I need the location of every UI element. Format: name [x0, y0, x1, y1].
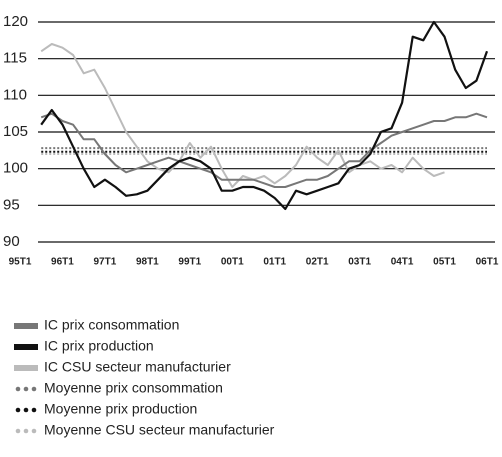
x-tick-label: 97T1	[94, 257, 117, 268]
y-tick-label: 95	[3, 196, 20, 213]
y-tick-label: 100	[3, 160, 28, 177]
legend-swatch	[14, 323, 38, 329]
y-tick-label: 105	[3, 123, 28, 140]
legend-dot	[15, 407, 21, 413]
legend-dot	[15, 386, 21, 392]
legend-dot	[23, 386, 29, 392]
x-tick-label: 05T1	[433, 257, 456, 268]
y-tick-label: 120	[3, 13, 28, 30]
legend-dot	[31, 407, 37, 413]
legend-dot	[31, 386, 37, 392]
x-tick-label: 98T1	[136, 257, 159, 268]
y-tick-label: 90	[3, 233, 20, 250]
legend-label: IC prix consommation	[44, 317, 179, 333]
x-tick-label: 04T1	[391, 257, 414, 268]
series-line	[40, 43, 445, 188]
legend-dot	[15, 428, 21, 434]
x-tick-label: 06T1	[476, 257, 499, 268]
legend-label: IC prix production	[44, 338, 154, 354]
legend-label: IC CSU secteur manufacturier	[44, 359, 231, 375]
legend-swatch	[14, 344, 38, 350]
legend-label: Moyenne prix consommation	[44, 380, 223, 396]
y-tick-label: 110	[3, 86, 27, 103]
x-tick-label: 99T1	[178, 257, 201, 268]
legend-dot	[23, 428, 29, 434]
legend-label: Moyenne prix production	[44, 401, 197, 417]
legend-dot	[31, 428, 37, 434]
x-tick-label: 00T1	[221, 257, 244, 268]
series-line	[40, 20, 489, 211]
legend-label: Moyenne CSU secteur manufacturier	[44, 422, 275, 438]
legend-swatch	[14, 365, 38, 371]
x-tick-label: 03T1	[348, 257, 371, 268]
y-tick-label: 115	[3, 50, 27, 67]
x-tick-label: 95T1	[9, 257, 32, 268]
series-line	[40, 112, 488, 188]
legend-dot	[23, 407, 29, 413]
x-tick-label: 01T1	[263, 257, 286, 268]
x-tick-label: 02T1	[306, 257, 329, 268]
x-tick-label: 96T1	[51, 257, 74, 268]
